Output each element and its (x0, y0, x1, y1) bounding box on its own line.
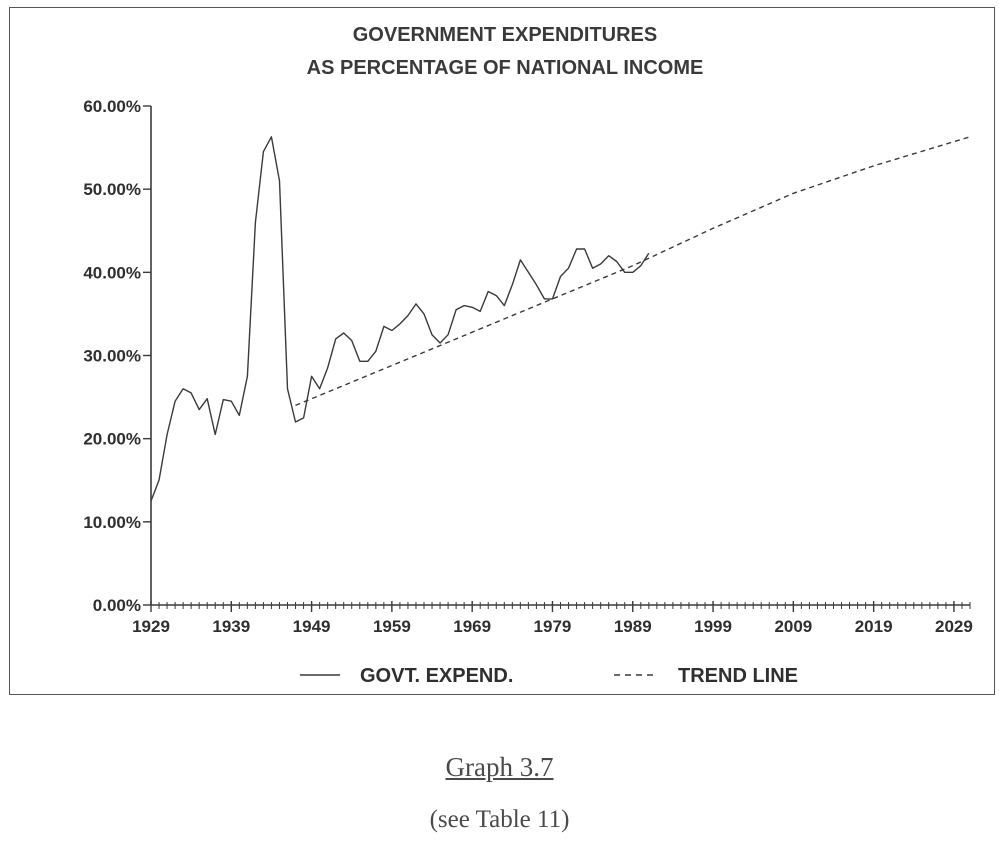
graph-caption: Graph 3.7 (0, 752, 999, 783)
y-tick-label: 30.00% (83, 347, 141, 366)
y-tick-label: 10.00% (83, 513, 141, 532)
x-tick-label: 1939 (212, 617, 250, 636)
chart-series (150, 136, 971, 502)
chart-title: GOVERNMENT EXPENDITURES (353, 24, 657, 46)
x-tick-label: 1959 (373, 617, 411, 636)
legend-label-govt-expend: GOVT. EXPEND. (360, 665, 513, 687)
x-tick-label: 2009 (774, 617, 812, 636)
legend-label-trend-line: TREND LINE (678, 665, 798, 687)
series-line-govt-expend (150, 136, 650, 502)
y-tick-label: 40.00% (83, 263, 141, 282)
graph-subcaption: (see Table 11) (429, 806, 570, 833)
chart-subtitle: AS PERCENTAGE OF NATIONAL INCOME (307, 57, 704, 79)
x-tick-label: 1929 (132, 617, 170, 636)
x-tick-label: 1999 (694, 617, 732, 636)
x-tick-label: 2029 (935, 617, 973, 636)
y-tick-label: 60.00% (83, 97, 141, 116)
x-tick-label: 1979 (534, 617, 572, 636)
line-chart: GOVERNMENT EXPENDITURES AS PERCENTAGE OF… (83, 24, 973, 687)
y-tick-label: 0.00% (93, 596, 141, 615)
chart-frame: GOVERNMENT EXPENDITURES AS PERCENTAGE OF… (9, 7, 995, 695)
x-tick-label: 1969 (453, 617, 491, 636)
y-tick-label: 20.00% (83, 430, 141, 449)
chart-legend: GOVT. EXPEND. TREND LINE (300, 665, 798, 687)
series-line-trend-line (295, 136, 971, 407)
y-tick-label: 50.00% (83, 180, 141, 199)
chart-axes: 0.00% 10.00% 20.00% 30.00% 40.00% 50.00% 60.00… (83, 97, 973, 636)
x-tick-label: 1949 (293, 617, 331, 636)
x-tick-label: 2019 (855, 617, 893, 636)
x-tick-label: 1989 (614, 617, 652, 636)
graph-caption-text: Graph 3.7 (445, 752, 554, 782)
